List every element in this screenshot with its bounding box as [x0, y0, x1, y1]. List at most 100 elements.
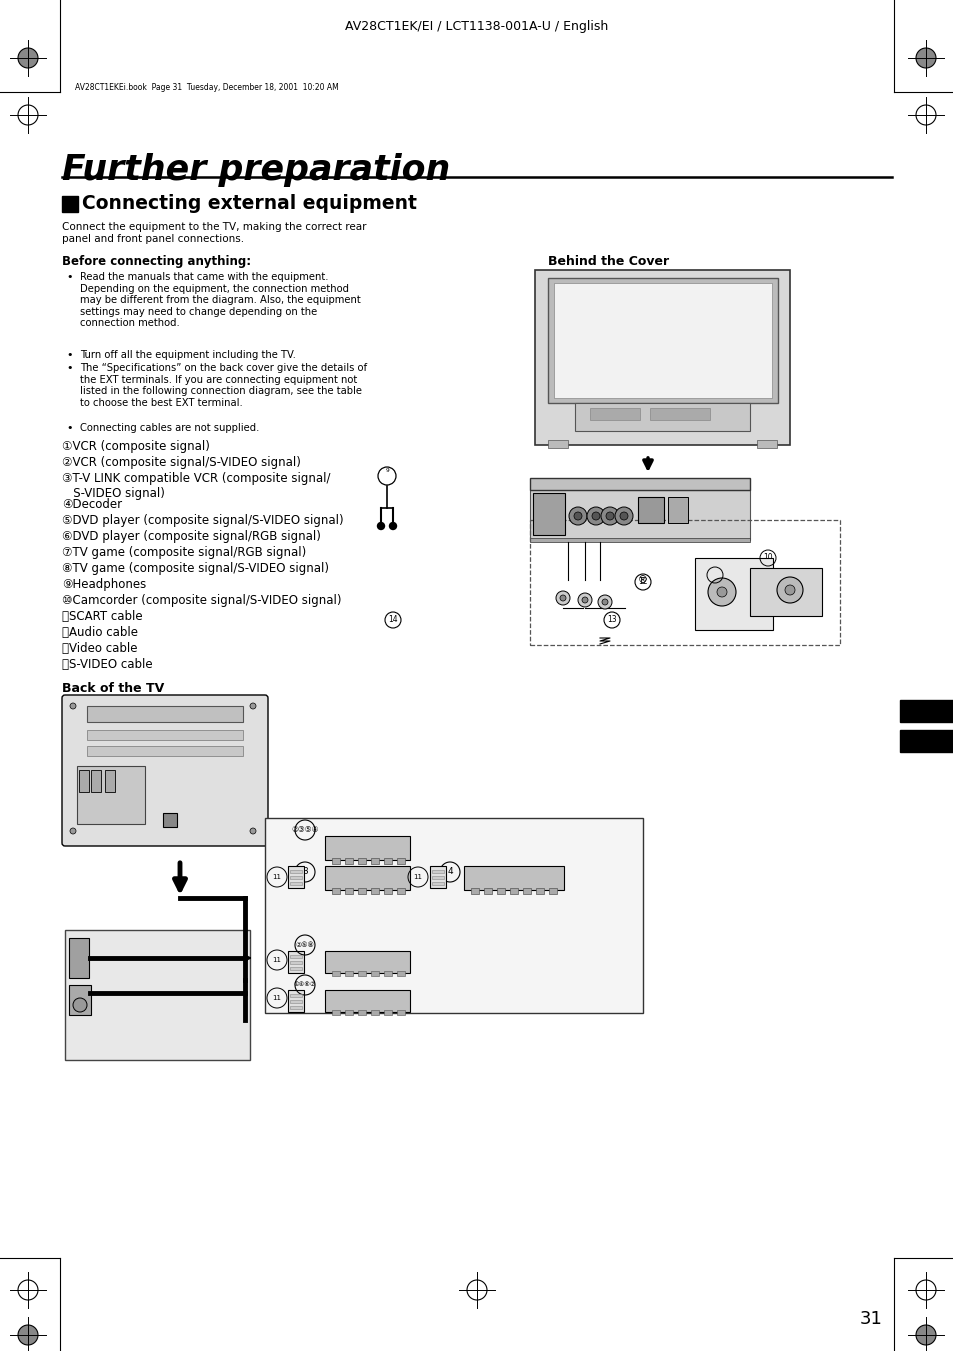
- Bar: [396, 888, 405, 894]
- Circle shape: [586, 507, 604, 526]
- Bar: [430, 866, 446, 888]
- Bar: [667, 497, 687, 523]
- Bar: [87, 730, 243, 740]
- Circle shape: [574, 512, 581, 520]
- Circle shape: [615, 507, 633, 526]
- Text: ①④⑥⑦: ①④⑥⑦: [294, 982, 315, 988]
- Bar: [471, 888, 478, 894]
- Text: 12: 12: [638, 577, 647, 586]
- Bar: [325, 836, 410, 861]
- Bar: [463, 866, 563, 890]
- Circle shape: [619, 512, 627, 520]
- Bar: [396, 971, 405, 975]
- Text: ①VCR (composite signal): ①VCR (composite signal): [62, 440, 210, 453]
- Circle shape: [776, 577, 802, 603]
- Bar: [384, 1011, 392, 1015]
- Bar: [554, 282, 771, 399]
- Text: ②③⑤⑧: ②③⑤⑧: [291, 825, 318, 835]
- Text: ⑥DVD player (composite signal/RGB signal): ⑥DVD player (composite signal/RGB signal…: [62, 530, 320, 543]
- Text: AV28CT1EKEi.book  Page 31  Tuesday, December 18, 2001  10:20 AM: AV28CT1EKEi.book Page 31 Tuesday, Decemb…: [75, 82, 338, 92]
- Circle shape: [605, 512, 614, 520]
- Bar: [530, 490, 749, 540]
- Text: The “Specifications” on the back cover give the details of
the EXT terminals. If: The “Specifications” on the back cover g…: [80, 363, 367, 408]
- Bar: [547, 278, 778, 403]
- Bar: [899, 730, 953, 753]
- Circle shape: [73, 998, 87, 1012]
- Text: •: •: [66, 272, 72, 282]
- Bar: [332, 1011, 339, 1015]
- Text: Behind the Cover: Behind the Cover: [547, 255, 668, 267]
- Bar: [163, 813, 177, 827]
- Circle shape: [915, 49, 935, 68]
- Bar: [384, 858, 392, 865]
- Bar: [87, 707, 243, 721]
- Circle shape: [377, 523, 384, 530]
- Text: 10: 10: [762, 554, 772, 562]
- Bar: [345, 888, 353, 894]
- Bar: [396, 858, 405, 865]
- Text: ext1: ext1: [71, 946, 82, 951]
- Text: ⑪SCART cable: ⑪SCART cable: [62, 611, 143, 623]
- Circle shape: [559, 594, 565, 601]
- Text: ②VCR (composite signal/S-VIDEO signal): ②VCR (composite signal/S-VIDEO signal): [62, 457, 300, 469]
- Text: 3: 3: [302, 867, 308, 877]
- Text: 11: 11: [273, 994, 281, 1001]
- Circle shape: [18, 1325, 38, 1346]
- Text: ®: ®: [638, 576, 647, 585]
- Text: 11: 11: [273, 957, 281, 963]
- Bar: [62, 196, 78, 212]
- Bar: [649, 408, 709, 420]
- Bar: [105, 770, 115, 792]
- Bar: [432, 870, 443, 873]
- Bar: [357, 1011, 366, 1015]
- Bar: [290, 955, 302, 958]
- Bar: [65, 929, 250, 1061]
- Circle shape: [600, 507, 618, 526]
- Text: ext4: ext4: [71, 992, 82, 997]
- Circle shape: [250, 703, 255, 709]
- FancyBboxPatch shape: [62, 694, 268, 846]
- Text: ⑬Video cable: ⑬Video cable: [62, 642, 137, 655]
- Bar: [533, 493, 564, 535]
- Text: ④Decoder: ④Decoder: [62, 499, 122, 511]
- Bar: [290, 1000, 302, 1002]
- Text: ⁹: ⁹: [385, 469, 389, 477]
- Text: 8: 8: [711, 570, 717, 580]
- Text: ⑨Headphones: ⑨Headphones: [62, 578, 146, 590]
- Text: 13: 13: [606, 616, 617, 624]
- Bar: [371, 888, 378, 894]
- Bar: [357, 858, 366, 865]
- Bar: [384, 888, 392, 894]
- Bar: [371, 971, 378, 975]
- Bar: [548, 888, 557, 894]
- Text: Connect the equipment to the TV, making the correct rear
panel and front panel c: Connect the equipment to the TV, making …: [62, 222, 366, 243]
- Text: Read the manuals that came with the equipment.
Depending on the equipment, the c: Read the manuals that came with the equi…: [80, 272, 360, 328]
- Bar: [325, 990, 410, 1012]
- Text: Before connecting anything:: Before connecting anything:: [62, 255, 251, 267]
- Bar: [325, 951, 410, 973]
- Circle shape: [70, 703, 76, 709]
- Bar: [69, 985, 91, 1015]
- Bar: [530, 520, 840, 644]
- Text: ⑩Camcorder (composite signal/S-VIDEO signal): ⑩Camcorder (composite signal/S-VIDEO sig…: [62, 594, 341, 607]
- Bar: [288, 866, 304, 888]
- Circle shape: [556, 590, 569, 605]
- Text: Connecting external equipment: Connecting external equipment: [82, 195, 416, 213]
- Bar: [695, 558, 772, 630]
- Bar: [345, 858, 353, 865]
- Text: 4: 4: [447, 867, 453, 877]
- Bar: [290, 870, 302, 873]
- Bar: [345, 1011, 353, 1015]
- Text: Turn off all the equipment including the TV.: Turn off all the equipment including the…: [80, 350, 295, 359]
- Bar: [547, 440, 567, 449]
- Bar: [575, 403, 749, 431]
- Bar: [332, 888, 339, 894]
- Text: •: •: [66, 350, 72, 359]
- Bar: [265, 817, 642, 1013]
- Text: Further preparation: Further preparation: [62, 153, 450, 186]
- Bar: [522, 888, 531, 894]
- Bar: [432, 882, 443, 885]
- Text: 11: 11: [273, 874, 281, 880]
- Text: ⑦TV game (composite signal/RGB signal): ⑦TV game (composite signal/RGB signal): [62, 546, 306, 559]
- Bar: [483, 888, 492, 894]
